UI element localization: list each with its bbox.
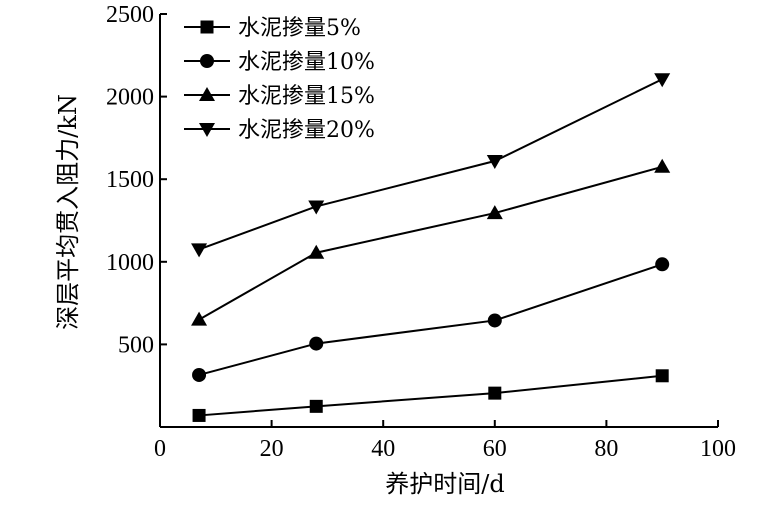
y-axis-label: 深层平均贯入阻力/kN [54, 94, 82, 330]
legend-marker [199, 87, 215, 101]
data-point [309, 336, 324, 351]
series-line [198, 165, 663, 321]
series-1 [192, 369, 669, 422]
series-layer [191, 73, 671, 422]
legend-marker [199, 123, 215, 137]
legend: 水泥掺量5% 水泥掺量10% 水泥掺量15% 水泥掺量20% [184, 16, 375, 143]
legend-label: 水泥掺量10% [238, 50, 375, 75]
data-point [308, 244, 325, 259]
data-point [654, 158, 671, 173]
legend-entry: 水泥掺量5% [184, 16, 361, 41]
series-line [198, 78, 663, 251]
y-tick-label: 2000 [106, 85, 154, 111]
legend-marker [200, 20, 214, 34]
legend-entry: 水泥掺量10% [184, 50, 375, 75]
y-tick-label: 2500 [106, 2, 154, 28]
x-tick-label: 100 [700, 436, 736, 462]
y-tick-label: 1500 [106, 167, 154, 193]
data-point [488, 386, 502, 400]
series-4 [191, 73, 671, 258]
data-point [191, 311, 208, 326]
legend-label: 水泥掺量20% [238, 118, 375, 143]
data-point [192, 408, 206, 422]
data-point [487, 313, 502, 328]
data-point [192, 367, 207, 382]
data-point [308, 200, 325, 215]
series-2 [192, 257, 670, 382]
axes: 0 20 40 60 80 100 500 1000 1500 2000 2500 [106, 2, 736, 462]
data-point [655, 369, 669, 383]
data-point [486, 155, 503, 170]
data-point [486, 205, 503, 220]
x-tick-label: 40 [371, 436, 395, 462]
series-line [198, 263, 663, 376]
legend-entry: 水泥掺量20% [184, 118, 375, 143]
legend-label: 水泥掺量5% [238, 16, 361, 41]
legend-entry: 水泥掺量15% [184, 84, 375, 109]
series-3 [191, 158, 671, 326]
x-tick-label: 80 [594, 436, 618, 462]
data-point [655, 257, 670, 272]
y-tick-label: 1000 [106, 250, 154, 276]
data-point [654, 73, 671, 88]
x-axis-label: 养护时间/d [385, 470, 504, 498]
data-point [191, 243, 208, 258]
x-tick-label: 0 [154, 436, 166, 462]
data-point [309, 399, 323, 413]
y-tick-label: 500 [118, 332, 154, 358]
series-line [198, 374, 663, 417]
legend-marker [200, 54, 214, 68]
x-tick-label: 20 [260, 436, 284, 462]
legend-label: 水泥掺量15% [238, 84, 375, 109]
x-tick-label: 60 [483, 436, 507, 462]
